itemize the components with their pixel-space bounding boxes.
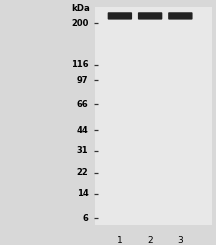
Text: 14: 14 — [77, 189, 89, 198]
FancyBboxPatch shape — [138, 12, 162, 20]
Text: 6: 6 — [83, 214, 89, 222]
Text: 44: 44 — [77, 126, 89, 135]
Text: 1: 1 — [117, 236, 123, 245]
FancyBboxPatch shape — [168, 12, 193, 20]
Text: 200: 200 — [71, 19, 89, 28]
Text: 116: 116 — [71, 61, 89, 69]
Bar — [95, 7, 212, 225]
Text: 2: 2 — [147, 236, 153, 245]
Text: kDa: kDa — [71, 4, 90, 13]
Text: 97: 97 — [77, 76, 89, 85]
Text: 31: 31 — [77, 146, 89, 155]
FancyBboxPatch shape — [108, 12, 132, 20]
Text: 66: 66 — [77, 100, 89, 109]
Text: 3: 3 — [178, 236, 183, 245]
Text: 22: 22 — [77, 168, 89, 177]
